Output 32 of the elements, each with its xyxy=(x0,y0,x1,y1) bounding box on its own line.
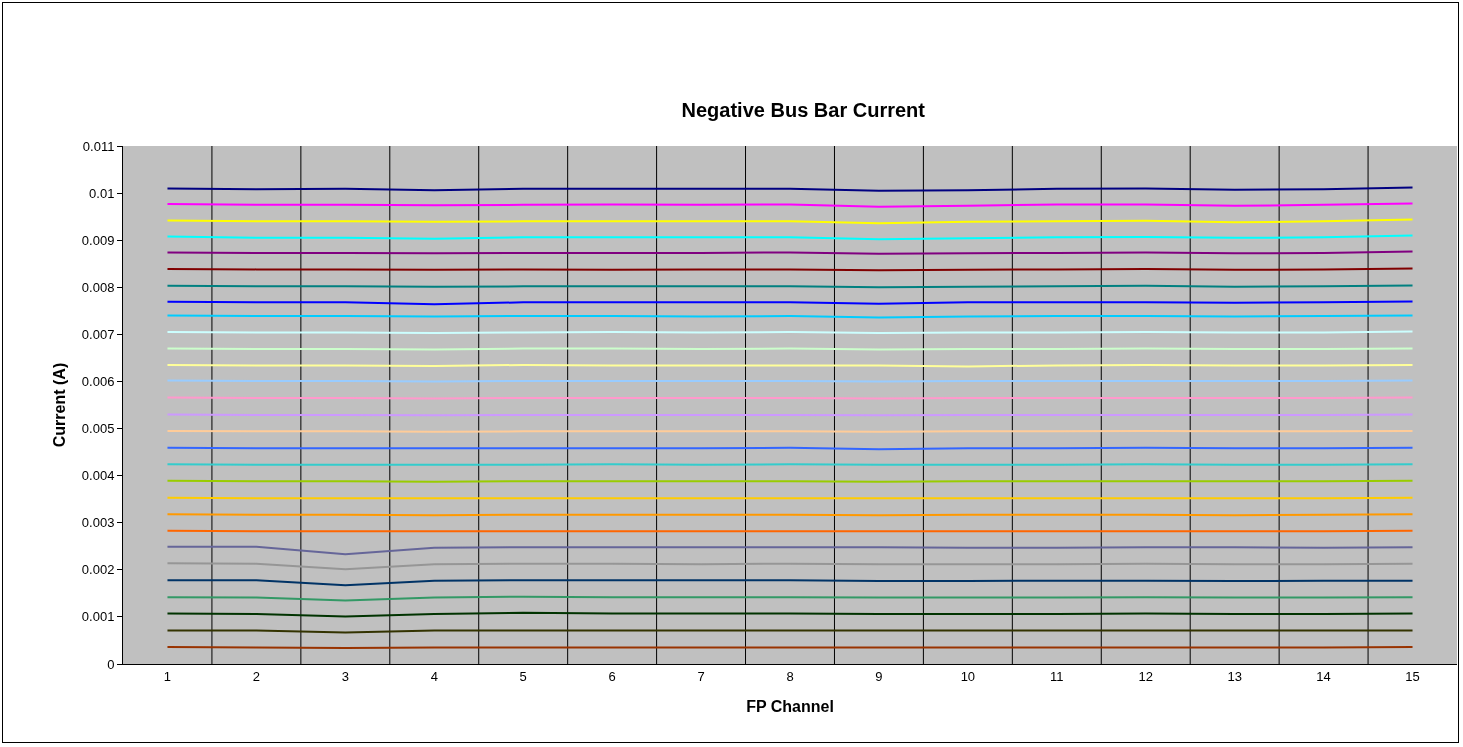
x-tick-label: 12 xyxy=(1138,668,1153,684)
y-tick-label: 0.011 xyxy=(82,138,115,154)
y-tick-label: 0.002 xyxy=(81,562,115,578)
y-tick-label: 0.008 xyxy=(81,279,115,295)
x-tick-label: 6 xyxy=(608,668,616,684)
line-series xyxy=(166,562,1414,571)
y-tick-label: 0 xyxy=(107,656,115,672)
y-tick-label: 0.001 xyxy=(81,609,115,625)
x-tick-label: 5 xyxy=(519,668,527,684)
y-tick-label: 0.004 xyxy=(81,468,115,484)
y-tick-label: 0.005 xyxy=(81,421,115,437)
y-tick-label: 0.007 xyxy=(81,326,115,342)
y-tick-label: 0.003 xyxy=(81,515,115,531)
x-tick-label: 9 xyxy=(875,668,883,684)
x-tick-label: 15 xyxy=(1405,668,1420,684)
y-tick-label: 0.009 xyxy=(81,232,115,248)
x-tick-label: 13 xyxy=(1227,668,1242,684)
line-series xyxy=(166,545,1414,556)
x-tick-label: 1 xyxy=(163,668,172,684)
x-tick-label: 7 xyxy=(697,668,705,684)
x-axis-title: FP Channel xyxy=(746,698,834,716)
x-tick-label: 2 xyxy=(252,668,261,684)
y-tick-label: 0.006 xyxy=(81,374,115,389)
x-tick-label: 11 xyxy=(1050,668,1064,684)
x-tick-label: 4 xyxy=(430,668,438,684)
x-tick-label: 8 xyxy=(786,668,794,684)
x-tick-label: 3 xyxy=(341,668,349,684)
chart-title: Negative Bus Bar Current xyxy=(681,99,926,122)
x-tick-label: 10 xyxy=(960,668,976,684)
y-tick-label: 0.01 xyxy=(89,185,115,201)
y-axis-title: Current (A) xyxy=(50,362,68,448)
x-tick-label: 14 xyxy=(1316,668,1331,684)
